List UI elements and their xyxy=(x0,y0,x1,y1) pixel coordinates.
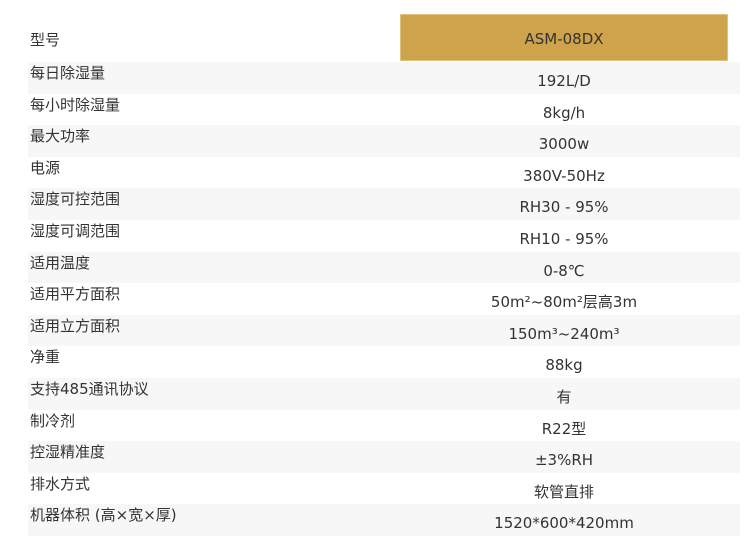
spec-row: 控湿精准度 ±3%RH xyxy=(28,441,740,473)
spec-label: 电源 xyxy=(30,158,61,177)
spec-label: 净重 xyxy=(30,348,61,367)
spec-label: 排水方式 xyxy=(30,474,91,493)
spec-label: 控湿精准度 xyxy=(30,443,106,462)
spec-value: 0-8℃ xyxy=(543,261,585,280)
spec-row: 排水方式 软管直排 xyxy=(28,473,740,505)
spec-value: 88kg xyxy=(545,356,583,375)
spec-label: 湿度可调范围 xyxy=(30,221,121,240)
spec-value: 380V-50Hz xyxy=(523,166,605,185)
spec-value: 3000w xyxy=(538,135,590,154)
spec-value: ASM-08DX xyxy=(400,14,728,61)
spec-row: 适用平方面积 50m²~80m²层高3m xyxy=(28,283,740,315)
spec-value: ±3%RH xyxy=(534,451,594,470)
spec-row: 支持485通讯协议 有 xyxy=(28,377,740,410)
spec-value: 软管直排 xyxy=(533,482,594,501)
spec-value: 192L/D xyxy=(537,72,591,90)
spec-row: 机器体积 (高×宽×厚) 1520*600*420mm xyxy=(28,504,740,536)
spec-row: 湿度可控范围 RH30 - 95% xyxy=(28,188,740,220)
spec-label: 每小时除湿量 xyxy=(30,95,121,114)
spec-value: RH30 - 95% xyxy=(519,198,609,217)
spec-row-model: 型号 ASM-08DX xyxy=(28,14,740,62)
spec-value: 8kg/h xyxy=(542,103,586,122)
spec-label: 适用平方面积 xyxy=(30,285,121,304)
spec-row: 每日除湿量 192L/D xyxy=(28,62,740,94)
spec-label: 支持485通讯协议 xyxy=(30,379,149,398)
spec-label: 湿度可控范围 xyxy=(30,190,121,209)
spec-label: 型号 xyxy=(30,31,61,49)
spec-value: R22型 xyxy=(541,419,587,438)
spec-label: 机器体积 (高×宽×厚) xyxy=(30,506,177,525)
spec-row: 湿度可调范围 RH10 - 95% xyxy=(28,220,740,252)
spec-row: 净重 88kg xyxy=(28,346,740,378)
spec-value: 150m³~240m³ xyxy=(508,324,620,343)
spec-table: 型号 ASM-08DX 每日除湿量 192L/D 每小时除湿量 8kg/h 最大功率 3000… xyxy=(28,14,740,536)
spec-row: 最大功率 3000w xyxy=(28,125,740,157)
spec-row: 每小时除湿量 8kg/h xyxy=(28,94,740,126)
spec-label: 适用温度 xyxy=(30,253,91,272)
spec-label: 适用立方面积 xyxy=(30,316,121,335)
spec-label: 最大功率 xyxy=(30,127,91,146)
spec-row: 电源 380V-50Hz xyxy=(28,157,740,189)
spec-value: RH10 - 95% xyxy=(519,229,609,248)
spec-row: 适用温度 0-8℃ xyxy=(28,251,740,284)
spec-value: 50m²~80m²层高3m xyxy=(490,293,638,312)
spec-row: 适用立方面积 150m³~240m³ xyxy=(28,314,740,347)
spec-row: 制冷剂 R22型 xyxy=(28,410,740,442)
spec-label: 每日除湿量 xyxy=(30,64,106,82)
spec-value: 1520*600*420mm xyxy=(494,514,634,533)
spec-value: 有 xyxy=(556,387,572,406)
spec-label: 制冷剂 xyxy=(30,411,76,430)
